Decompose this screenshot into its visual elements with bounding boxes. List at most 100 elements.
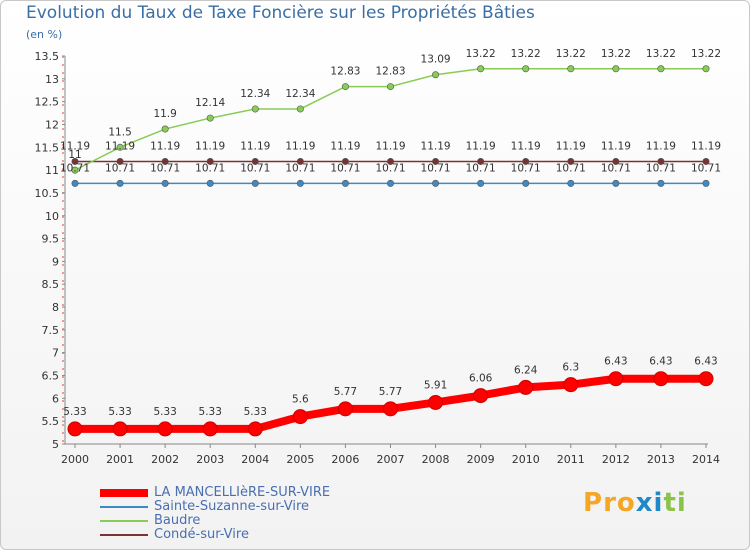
data-point — [341, 179, 349, 187]
data-label: 11.19 — [691, 140, 721, 152]
data-point — [247, 421, 263, 437]
data-label: 5.77 — [334, 386, 357, 398]
data-label: 13.22 — [646, 48, 676, 60]
legend-item: Condé-sur-Vire — [100, 528, 249, 542]
data-point — [206, 179, 214, 187]
data-point — [702, 65, 710, 73]
data-label: 10.71 — [601, 162, 631, 174]
data-point — [432, 179, 440, 187]
data-label: 5.91 — [424, 379, 447, 391]
data-label: 11.5 — [108, 126, 131, 138]
x-tick-label: 2003 — [196, 453, 224, 466]
data-point — [71, 179, 79, 187]
data-label: 11.19 — [150, 140, 180, 152]
legend-item: Sainte-Suzanne-sur-Vire — [100, 500, 309, 514]
data-point — [477, 65, 485, 73]
data-label: 6.06 — [469, 373, 493, 385]
x-tick-label: 2008 — [422, 453, 450, 466]
data-label: 13.22 — [601, 48, 631, 60]
legend-label: Condé-sur-Vire — [154, 527, 249, 542]
data-label: 10.71 — [466, 162, 496, 174]
legend-item: Baudre — [100, 514, 200, 528]
legend-swatch — [100, 488, 148, 497]
data-label: 11.19 — [511, 140, 541, 152]
data-point — [67, 421, 83, 437]
data-label: 11.19 — [195, 140, 225, 152]
data-label: 10.71 — [60, 162, 90, 174]
data-label: 11.19 — [60, 140, 90, 152]
logo-letter: r — [603, 488, 617, 518]
data-point — [116, 143, 124, 151]
y-tick-label: 5 — [52, 438, 59, 451]
x-tick-label: 2011 — [557, 453, 585, 466]
data-point — [112, 421, 128, 437]
data-point — [653, 371, 669, 387]
y-tick-label: 7.5 — [42, 324, 60, 337]
data-label: 11.19 — [646, 140, 676, 152]
data-label: 5.33 — [63, 406, 86, 418]
data-label: 6.43 — [604, 356, 627, 368]
data-point — [477, 179, 485, 187]
data-label: 10.71 — [150, 162, 180, 174]
data-point — [157, 421, 173, 437]
data-label: 12.83 — [330, 66, 360, 78]
x-tick-label: 2010 — [512, 453, 540, 466]
data-point — [522, 157, 530, 165]
data-label: 12.14 — [195, 97, 225, 109]
y-tick-label: 11 — [45, 164, 59, 177]
data-point — [567, 65, 575, 73]
data-point — [116, 179, 124, 187]
y-tick-label: 9 — [52, 255, 59, 268]
data-label: 10.71 — [375, 162, 405, 174]
data-point — [296, 105, 304, 113]
data-point — [161, 179, 169, 187]
data-label: 6.24 — [514, 364, 538, 376]
data-label: 11.19 — [105, 140, 135, 152]
data-label: 11.19 — [421, 140, 451, 152]
data-label: 5.33 — [244, 406, 267, 418]
data-label: 5.6 — [292, 394, 309, 406]
x-tick-label: 2007 — [377, 453, 405, 466]
data-label: 11.9 — [153, 108, 176, 120]
data-label: 12.83 — [375, 66, 405, 78]
data-label: 11.19 — [330, 140, 360, 152]
data-label: 10.71 — [511, 162, 541, 174]
y-tick-label: 13 — [45, 73, 59, 86]
data-label: 6.3 — [562, 362, 579, 374]
data-point — [71, 166, 79, 174]
data-point — [612, 65, 620, 73]
data-point — [612, 179, 620, 187]
x-tick-label: 2001 — [106, 453, 134, 466]
logo-letter: P — [583, 488, 604, 518]
data-label: 11.19 — [556, 140, 586, 152]
data-label: 11.19 — [601, 140, 631, 152]
y-tick-label: 6.5 — [42, 370, 60, 383]
legend-item: LA MANCELLIèRE-SUR-VIRE — [100, 486, 330, 500]
data-label: 10.71 — [105, 162, 135, 174]
data-point — [251, 157, 259, 165]
data-point — [432, 71, 440, 79]
data-point — [206, 157, 214, 165]
data-point — [341, 157, 349, 165]
x-tick-label: 2006 — [331, 453, 359, 466]
data-label: 10.71 — [421, 162, 451, 174]
data-point — [202, 421, 218, 437]
y-tick-label: 12.5 — [35, 96, 60, 109]
data-point — [251, 105, 259, 113]
data-point — [702, 179, 710, 187]
y-tick-label: 6 — [52, 392, 59, 405]
legend-swatch — [100, 505, 148, 508]
data-label: 10.71 — [646, 162, 676, 174]
data-label: 5.33 — [199, 406, 222, 418]
data-label: 13.22 — [511, 48, 541, 60]
logo-letter: o — [616, 488, 636, 518]
y-tick-label: 10 — [45, 210, 59, 223]
legend-label: Baudre — [154, 513, 201, 528]
data-label: 13.22 — [691, 48, 721, 60]
data-point — [161, 125, 169, 133]
data-label: 6.43 — [694, 356, 717, 368]
data-point — [477, 157, 485, 165]
y-tick-label: 9.5 — [42, 233, 60, 246]
logo-letter: i — [676, 488, 687, 518]
